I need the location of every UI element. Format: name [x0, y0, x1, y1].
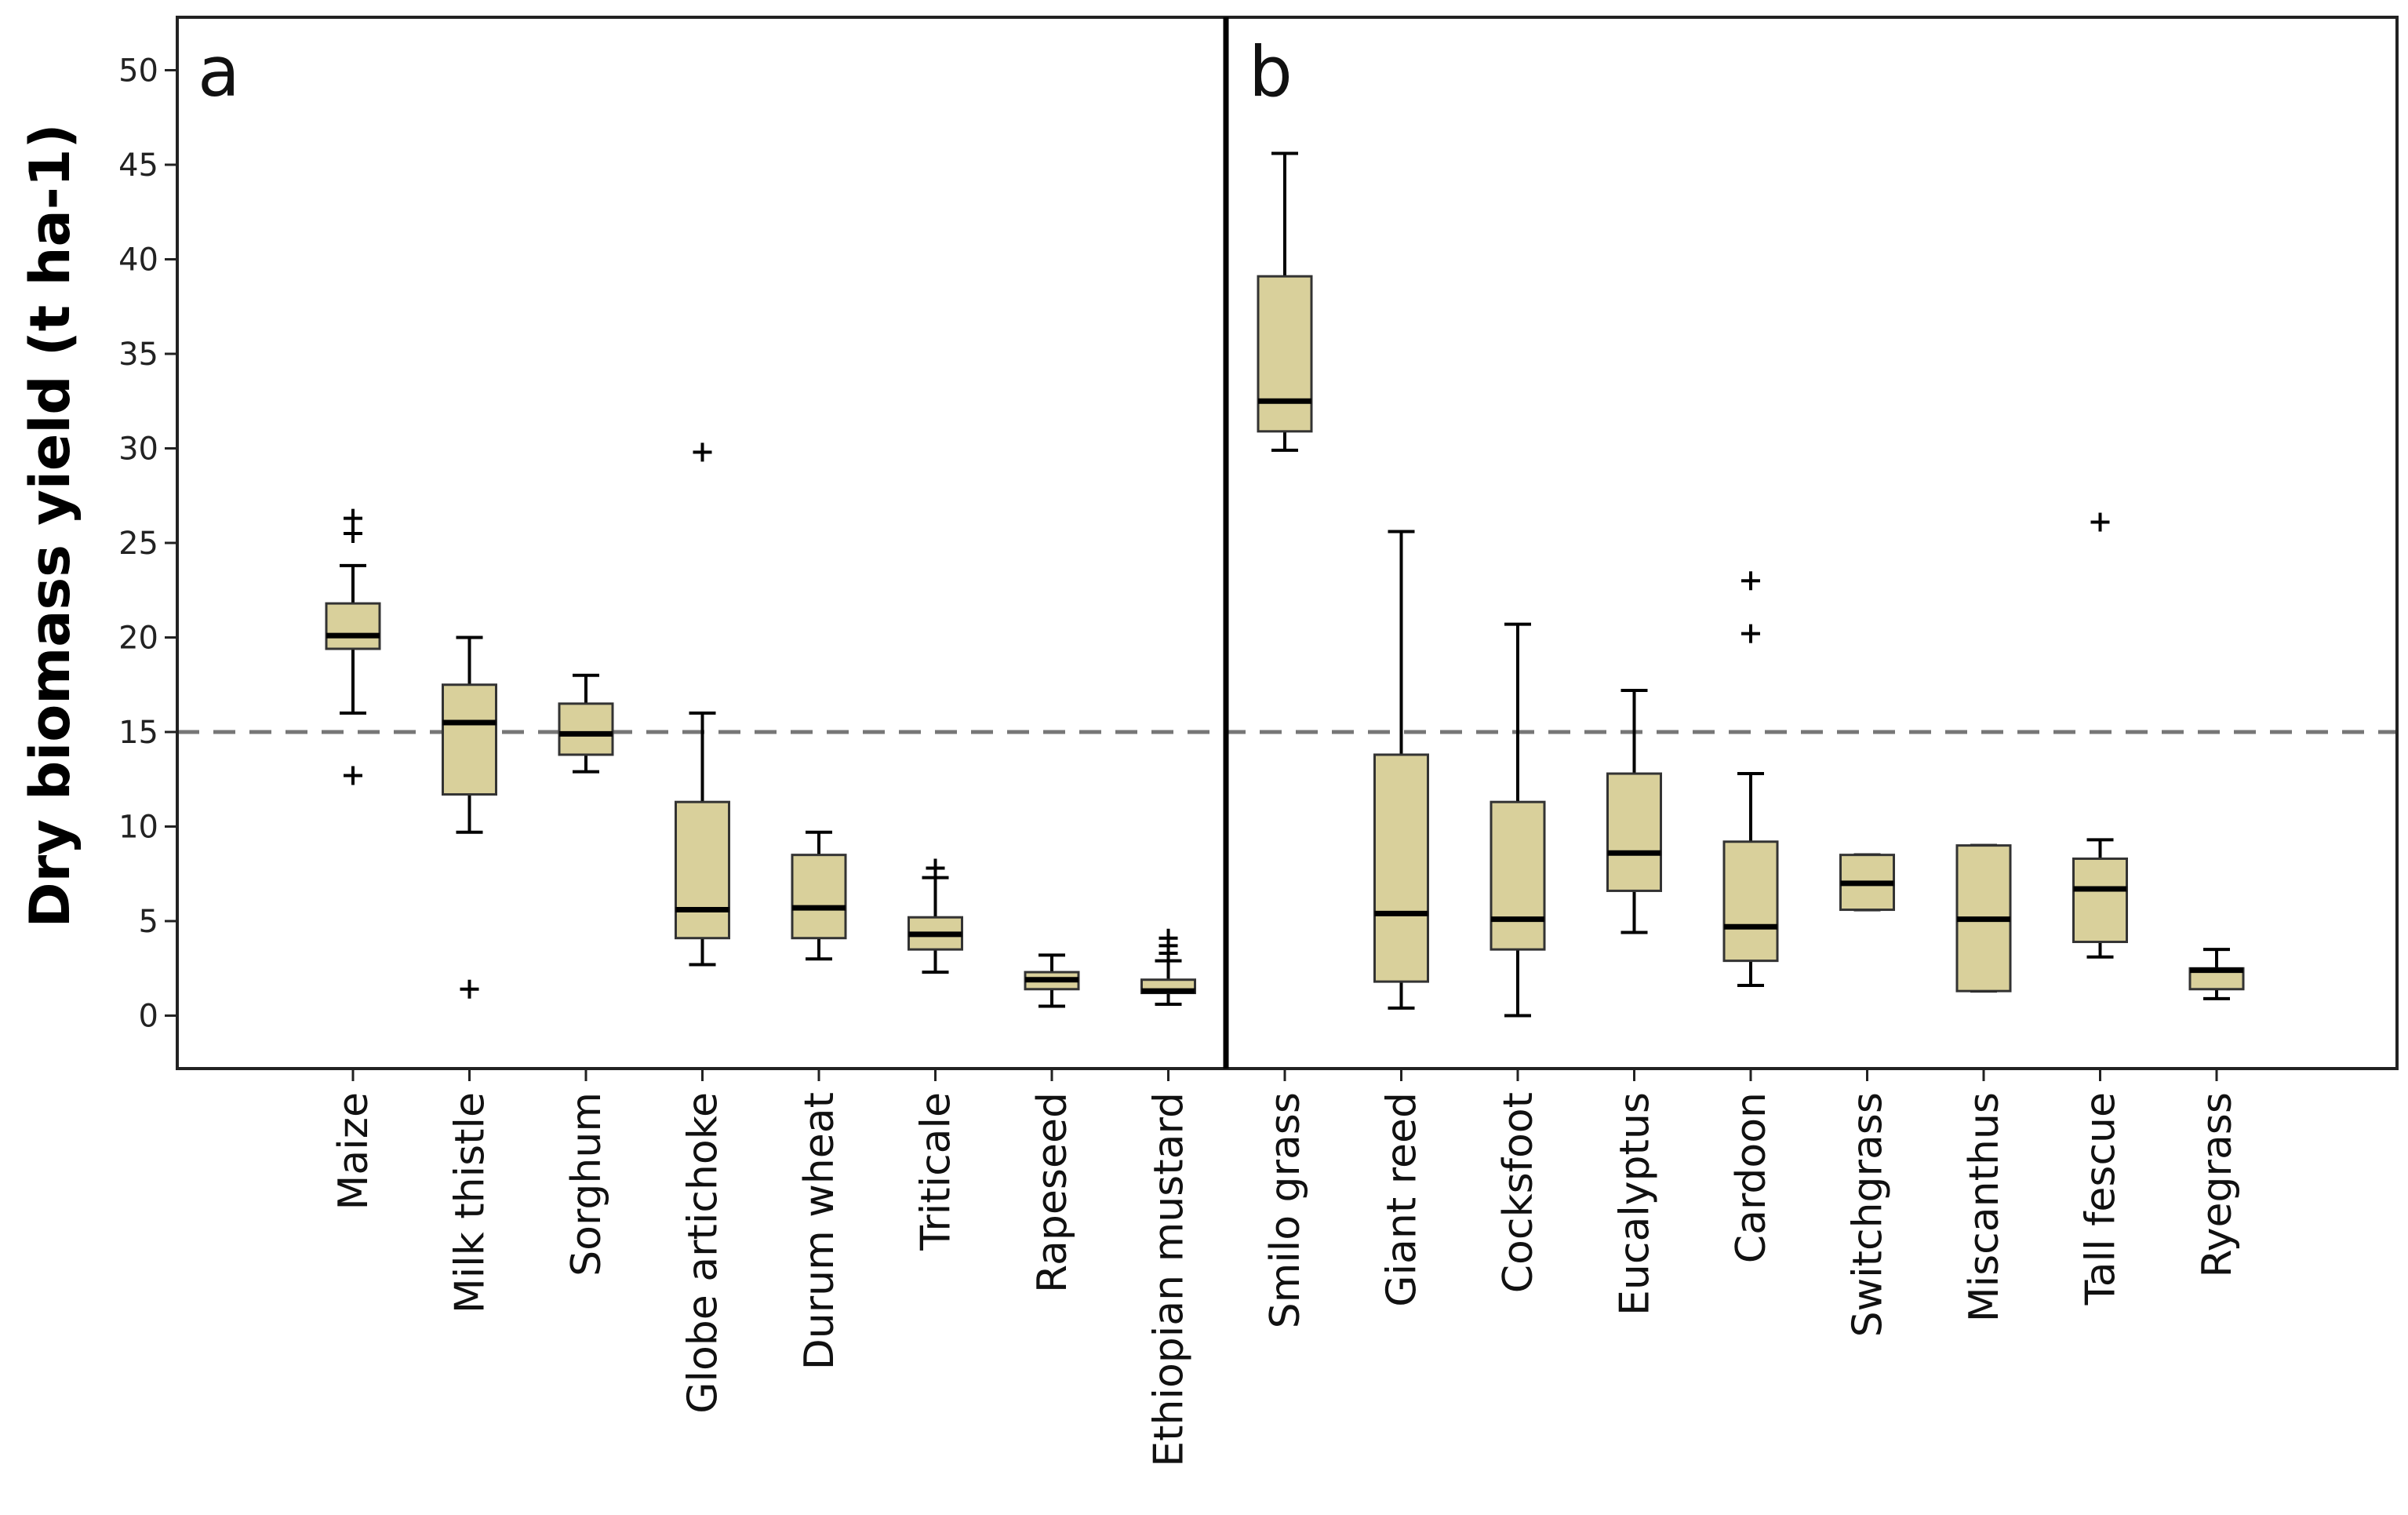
box-layer — [325, 151, 2245, 1018]
category-label: Switchgrass — [1845, 1092, 1892, 1337]
box — [1606, 772, 1662, 892]
y-axis: 0 5 10 15 20 25 30 35 40 45 50 — [118, 53, 177, 1035]
frame-layer — [176, 16, 2399, 1070]
category-label: Triticale — [913, 1092, 960, 1251]
category-label: Durum wheat — [796, 1092, 843, 1370]
box — [1490, 800, 1546, 951]
category-label: Maize — [330, 1092, 377, 1210]
outlier-marker — [1741, 571, 1760, 591]
category-label: Cocksfoot — [1495, 1092, 1542, 1293]
category-label: Tall fescue — [2078, 1092, 2125, 1306]
box — [558, 702, 614, 756]
category-label: Ethiopian mustard — [1146, 1092, 1193, 1467]
panel-label-a: a — [198, 31, 240, 112]
y-axis-label: Dry biomass yield (t ha-1) — [18, 124, 82, 928]
outlier-marker — [344, 766, 362, 785]
plot-frame — [176, 16, 2399, 1070]
category-axis: Maize Milk thistle Sorghum Globe artichoke D… — [330, 1069, 2241, 1467]
y-tick-label: 30 — [118, 431, 158, 467]
category-label: Milk thistle — [447, 1092, 494, 1313]
y-tick-label: 20 — [118, 621, 158, 657]
outlier-marker — [2090, 512, 2110, 532]
category-label: Eucalyptus — [1612, 1092, 1659, 1316]
box — [791, 854, 847, 940]
outlier-marker — [693, 442, 712, 462]
y-tick-label: 10 — [118, 810, 158, 846]
category-label: Rapeseed — [1029, 1092, 1076, 1293]
category-label: Smilo grass — [1262, 1092, 1309, 1328]
y-tick-label: 5 — [139, 904, 158, 940]
category-label: Ryegrass — [2194, 1092, 2241, 1278]
outlier-marker — [926, 858, 945, 878]
y-tick-label: 15 — [118, 715, 158, 751]
box — [675, 800, 730, 940]
box — [325, 602, 381, 650]
box — [442, 683, 497, 796]
category-label: Cardoon — [1728, 1092, 1775, 1263]
category-label: Globe artichoke — [680, 1092, 727, 1414]
box — [1722, 840, 1779, 963]
y-tick-label: 50 — [118, 53, 158, 89]
category-label: Sorghum — [563, 1092, 610, 1276]
outlier-marker — [344, 523, 362, 543]
box — [1373, 753, 1429, 983]
y-tick-label: 25 — [118, 526, 158, 562]
y-tick-label: 45 — [118, 147, 158, 184]
outlier-marker — [1741, 624, 1760, 643]
outlier-marker — [1159, 928, 1178, 948]
outlier-marker — [460, 979, 479, 999]
box — [1257, 275, 1313, 433]
y-tick-label: 0 — [139, 999, 158, 1035]
category-label: Giant reed — [1379, 1092, 1426, 1307]
y-tick-label: 35 — [118, 337, 158, 373]
category-label: Miscanthus — [1961, 1092, 2008, 1322]
panel-label-b: b — [1249, 31, 1293, 112]
y-tick-label: 40 — [118, 242, 158, 278]
box — [2072, 857, 2128, 944]
